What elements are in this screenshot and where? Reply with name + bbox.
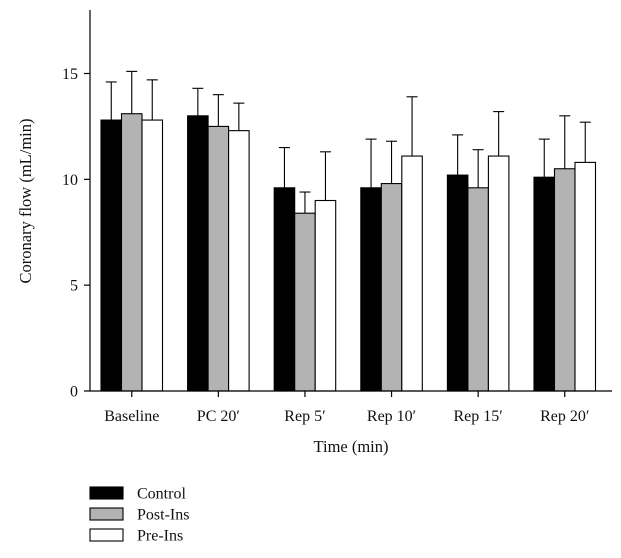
bar-control (533, 176, 556, 392)
y-axis-label: Coronary flow (mL/min) (16, 119, 35, 284)
x-axis-label: Time (min) (313, 437, 388, 456)
y-ticks: 0 5 10 15 (62, 66, 90, 401)
legend-swatch-post-ins (89, 507, 124, 521)
x-tick-label: PC 20′ (197, 408, 240, 425)
x-tick-label: Rep 5′ (284, 408, 325, 425)
y-tick-label: 15 (62, 66, 78, 83)
bar-control (446, 174, 469, 392)
bar-pre-ins (574, 161, 597, 392)
y-tick-label: 5 (70, 278, 78, 295)
error-bars (105, 70, 591, 214)
bar-pre-ins (487, 155, 510, 392)
legend-swatch-pre-ins (89, 528, 124, 542)
bar-pre-ins (141, 119, 164, 392)
bar-post-ins (553, 168, 576, 392)
x-tick-label: Rep 20′ (540, 408, 589, 425)
bar-control (273, 187, 296, 392)
y-tick-label: 0 (70, 384, 78, 401)
legend: Control Post-Ins Pre-Ins (89, 486, 189, 545)
y-tick-label: 10 (62, 172, 78, 189)
bar-pre-ins (314, 199, 337, 392)
bar-pre-ins (401, 155, 423, 392)
bars (100, 113, 597, 392)
legend-label: Post-Ins (137, 507, 189, 524)
bar-post-ins (467, 187, 489, 392)
x-ticks: Baseline PC 20′ Rep 5′ Rep 10′ Rep 15′ Rep 20… (104, 391, 589, 425)
bar-post-ins (380, 183, 403, 392)
legend-label: Control (137, 486, 186, 503)
legend-swatch-control (89, 486, 124, 500)
bar-control (360, 187, 382, 392)
x-tick-label: Rep 15′ (454, 408, 503, 425)
bar-pre-ins (228, 130, 250, 392)
x-tick-label: Rep 10′ (367, 408, 416, 425)
legend-label: Pre-Ins (137, 528, 183, 545)
bar-post-ins (120, 113, 143, 392)
x-tick-label: Baseline (104, 408, 159, 425)
bar-post-ins (207, 125, 230, 392)
bar-control (187, 115, 209, 392)
bar-post-ins (294, 212, 316, 392)
bar-control (100, 119, 123, 392)
